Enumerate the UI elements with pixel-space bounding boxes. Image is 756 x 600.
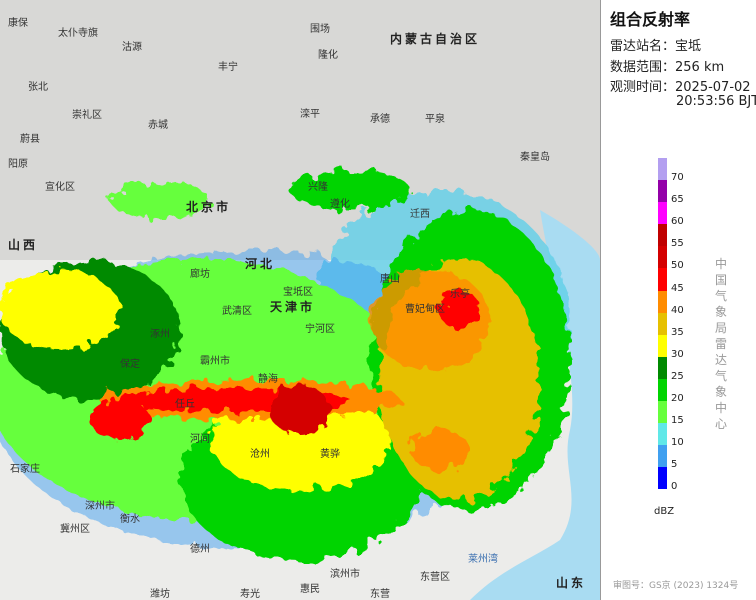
color-scale-segment	[658, 356, 667, 379]
place-label: 廊坊	[190, 269, 210, 280]
station-label: 雷达站名：	[610, 39, 676, 54]
place-label: 深州市	[85, 501, 115, 512]
scale-tick-label: 50	[671, 260, 684, 272]
place-label: 黄骅	[320, 449, 340, 460]
range-value: 256 km	[675, 60, 725, 75]
region-label: 天津市	[270, 300, 316, 314]
scale-tick-label: 10	[671, 437, 684, 449]
region-label: 河北	[245, 257, 276, 271]
place-label: 秦皇岛	[520, 152, 550, 163]
place-label: 崇礼区	[72, 110, 102, 121]
place-label: 保定	[120, 359, 140, 370]
place-label: 唐山	[380, 274, 400, 285]
place-label: 东营区	[420, 572, 450, 583]
scale-tick-label: 15	[671, 415, 684, 427]
place-label: 兴隆	[308, 182, 328, 193]
place-label: 石家庄	[10, 464, 40, 475]
place-label: 丰宁	[218, 62, 238, 73]
color-scale-segment	[658, 290, 667, 313]
place-label: 张北	[28, 82, 48, 93]
radar-echo-layer	[0, 0, 600, 600]
region-label: 山西	[8, 238, 39, 252]
place-label: 乐亭	[450, 289, 470, 300]
color-scale-segment	[658, 423, 667, 446]
color-scale-segment	[658, 202, 667, 225]
place-label: 静海	[258, 374, 278, 385]
color-scale-segment	[658, 445, 667, 468]
station-value: 宝坻	[675, 39, 702, 54]
place-label: 宁河区	[305, 324, 335, 335]
scale-tick-label: 20	[671, 393, 684, 404]
place-label: 蔚县	[20, 134, 40, 145]
place-label: 太仆寺旗	[58, 28, 98, 39]
place-label: 遵化	[330, 199, 350, 210]
radar-map[interactable]: 内蒙古自治区 北京市 天津市 河北 山西 山东 康保 太仆寺旗 沽源 丰宁 隆化…	[0, 0, 600, 600]
scale-tick-label: 0	[671, 481, 678, 493]
place-label: 康保	[8, 18, 28, 29]
color-scale-segment	[658, 334, 667, 357]
scale-tick-label: 5	[671, 459, 678, 471]
unit-label: dBZ	[654, 506, 675, 517]
place-label: 阳原	[8, 159, 28, 170]
place-label: 霸州市	[200, 356, 230, 367]
color-scale-segment	[658, 467, 667, 490]
approval-number: 审图号：GS京 (2023) 1324号	[613, 581, 739, 591]
place-label: 任丘	[175, 399, 195, 410]
place-label: 潍坊	[150, 589, 170, 600]
scale-tick-label: 45	[671, 282, 684, 294]
time-date: 2025-07-02	[675, 80, 751, 95]
place-label: 沧州	[250, 449, 270, 460]
region-label: 内蒙古自治区	[390, 32, 481, 46]
place-label: 隆化	[318, 50, 338, 61]
place-label: 沽源	[122, 42, 142, 53]
place-label: 冀州区	[60, 524, 90, 535]
time-clock: 20:53:56 BJT	[676, 94, 756, 109]
place-label: 东营	[370, 589, 390, 600]
region-label: 北京市	[186, 200, 232, 214]
color-scale-segment	[658, 268, 667, 291]
place-label: 宝坻区	[283, 287, 313, 298]
info-panel: 组合反射率 雷达站名：宝坻 数据范围：256 km 观测时间：2025-07-0…	[600, 0, 756, 600]
place-label: 衡水	[120, 514, 140, 525]
sea-label: 莱州湾	[468, 554, 498, 565]
range-label: 数据范围：	[610, 60, 676, 75]
place-label: 武清区	[222, 306, 252, 317]
color-scale-segment	[658, 401, 667, 424]
color-scale-segment	[658, 158, 667, 181]
place-label: 迁西	[410, 209, 430, 220]
scale-tick-label: 30	[671, 348, 684, 360]
place-label: 曹妃甸区	[405, 304, 445, 315]
place-label: 承德	[370, 114, 390, 125]
credit-text: 中国气象局雷达气象中心	[715, 257, 728, 431]
scale-tick-label: 40	[671, 304, 684, 316]
place-label: 河间	[190, 434, 210, 445]
scale-tick-label: 65	[671, 194, 684, 206]
color-scale-segment	[658, 378, 667, 402]
product-title: 组合反射率	[610, 10, 691, 29]
color-scale-segment	[658, 180, 667, 203]
color-scale-segment	[658, 312, 667, 335]
place-label: 德州	[190, 544, 210, 555]
scale-tick-label: 60	[671, 216, 684, 228]
place-label: 平泉	[425, 114, 445, 125]
place-label: 涿州	[150, 329, 170, 340]
place-label: 滨州市	[330, 569, 360, 580]
place-label: 围场	[310, 24, 330, 35]
color-scale-segment	[658, 224, 667, 247]
place-label: 赤城	[148, 120, 168, 131]
time-label: 观测时间：	[610, 80, 676, 95]
scale-tick-label: 70	[671, 172, 684, 183]
scale-tick-label: 25	[671, 370, 684, 382]
scale-tick-label: 35	[671, 326, 684, 338]
place-label: 滦平	[300, 109, 320, 120]
place-label: 宣化区	[45, 182, 75, 193]
scale-tick-label: 55	[671, 238, 684, 250]
place-label: 惠民	[300, 584, 320, 595]
place-label: 寿光	[240, 589, 260, 600]
color-scale-bar	[658, 158, 667, 490]
color-scale-segment	[658, 246, 667, 269]
region-label: 山东	[556, 576, 587, 590]
